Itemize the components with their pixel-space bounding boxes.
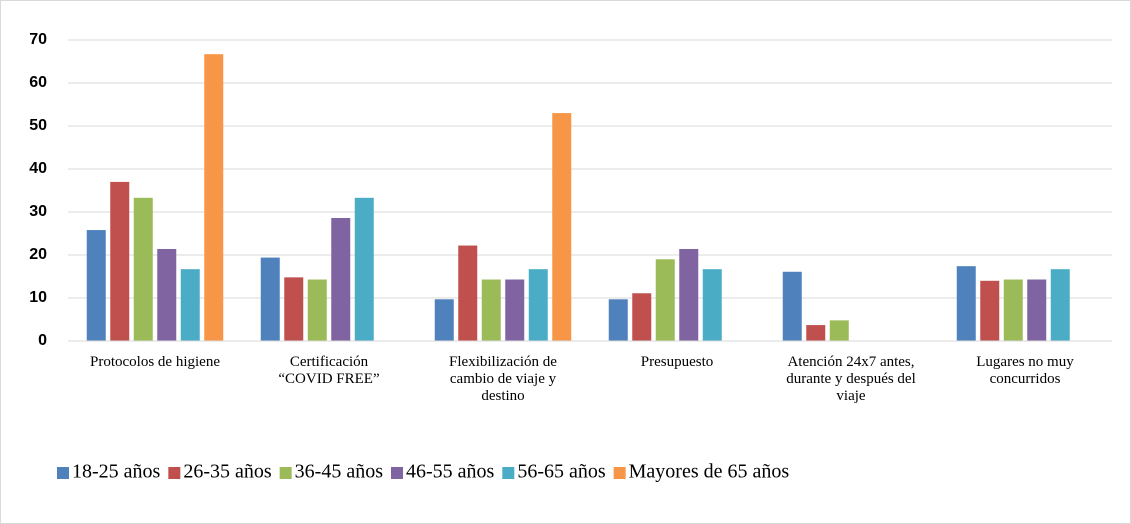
legend-label: 26-35 años <box>183 461 272 483</box>
y-tick-label: 60 <box>29 74 47 91</box>
bar <box>782 271 802 341</box>
y-tick-label: 70 <box>29 31 47 48</box>
bar <box>528 269 548 341</box>
legend-swatch <box>57 467 69 479</box>
x-tick-label-line: durante y después del <box>786 371 916 387</box>
legend-label: 18-25 años <box>72 461 161 483</box>
bar <box>1050 269 1070 341</box>
bar <box>679 248 699 341</box>
legend-swatch <box>390 467 403 479</box>
y-tick-label: 30 <box>29 203 47 220</box>
bar <box>806 325 826 341</box>
bar <box>552 113 572 341</box>
x-tick-label-line: Protocolos de higiene <box>90 354 220 370</box>
legend-swatch <box>613 467 626 479</box>
legend-swatch <box>279 467 292 479</box>
y-tick-label: 10 <box>29 289 47 306</box>
y-tick-label: 40 <box>29 160 47 177</box>
bar <box>110 181 130 341</box>
x-tick-label: Certificación “COVID FREE” <box>278 354 379 387</box>
y-tick-label: 20 <box>29 246 47 263</box>
x-tick-label: Protocolos de higiene <box>90 354 220 370</box>
bar <box>331 218 351 341</box>
legend-label: 46-55 años <box>406 461 495 483</box>
bar <box>505 279 525 341</box>
legend-label: 56-65 años <box>517 461 606 483</box>
bar <box>458 245 478 341</box>
bar <box>632 293 652 341</box>
x-tick-label-line: concurridos <box>990 371 1061 387</box>
bar <box>204 54 224 341</box>
bar <box>980 280 1000 341</box>
bar <box>180 269 200 341</box>
bar <box>481 279 501 341</box>
bar <box>307 279 327 341</box>
x-tick-label-line: Certificación <box>290 354 369 370</box>
x-tick-label-line: Lugares no muy <box>976 354 1074 370</box>
x-tick-label: Presupuesto <box>641 354 714 370</box>
bar <box>1027 279 1047 341</box>
bar <box>157 248 177 341</box>
legend-swatch <box>502 467 515 479</box>
bar <box>434 299 454 341</box>
bar <box>655 259 675 341</box>
x-tick-label-line: cambio de viaje y <box>450 371 557 387</box>
x-tick-label: Lugares no muy concurridos <box>976 354 1074 387</box>
bar <box>354 197 374 341</box>
bar <box>86 230 106 341</box>
bar <box>284 277 304 341</box>
bar <box>829 320 849 341</box>
legend-label: Mayores de 65 años <box>629 461 790 483</box>
bar <box>260 257 280 341</box>
x-tick-label: Flexibilización de cambio de viaje y desti… <box>449 354 557 404</box>
bar <box>608 299 628 341</box>
legend-swatch <box>168 467 181 479</box>
x-tick-label-line: Atención 24x7 antes, <box>787 354 914 370</box>
x-tick-label-line: viaje <box>836 388 865 404</box>
bar <box>956 266 976 341</box>
bar <box>133 197 153 341</box>
bar <box>702 269 722 341</box>
x-tick-label: Atención 24x7 antes, durante y después de… <box>786 354 916 404</box>
x-tick-label-line: Flexibilización de <box>449 354 557 370</box>
legend-label: 36-45 años <box>295 461 384 483</box>
bar <box>1003 279 1023 341</box>
x-tick-label-line: Presupuesto <box>641 354 714 370</box>
x-tick-label-line: “COVID FREE” <box>278 371 379 387</box>
y-tick-label: 0 <box>38 332 47 349</box>
y-tick-label: 50 <box>29 117 47 134</box>
x-tick-label-line: destino <box>481 388 524 404</box>
